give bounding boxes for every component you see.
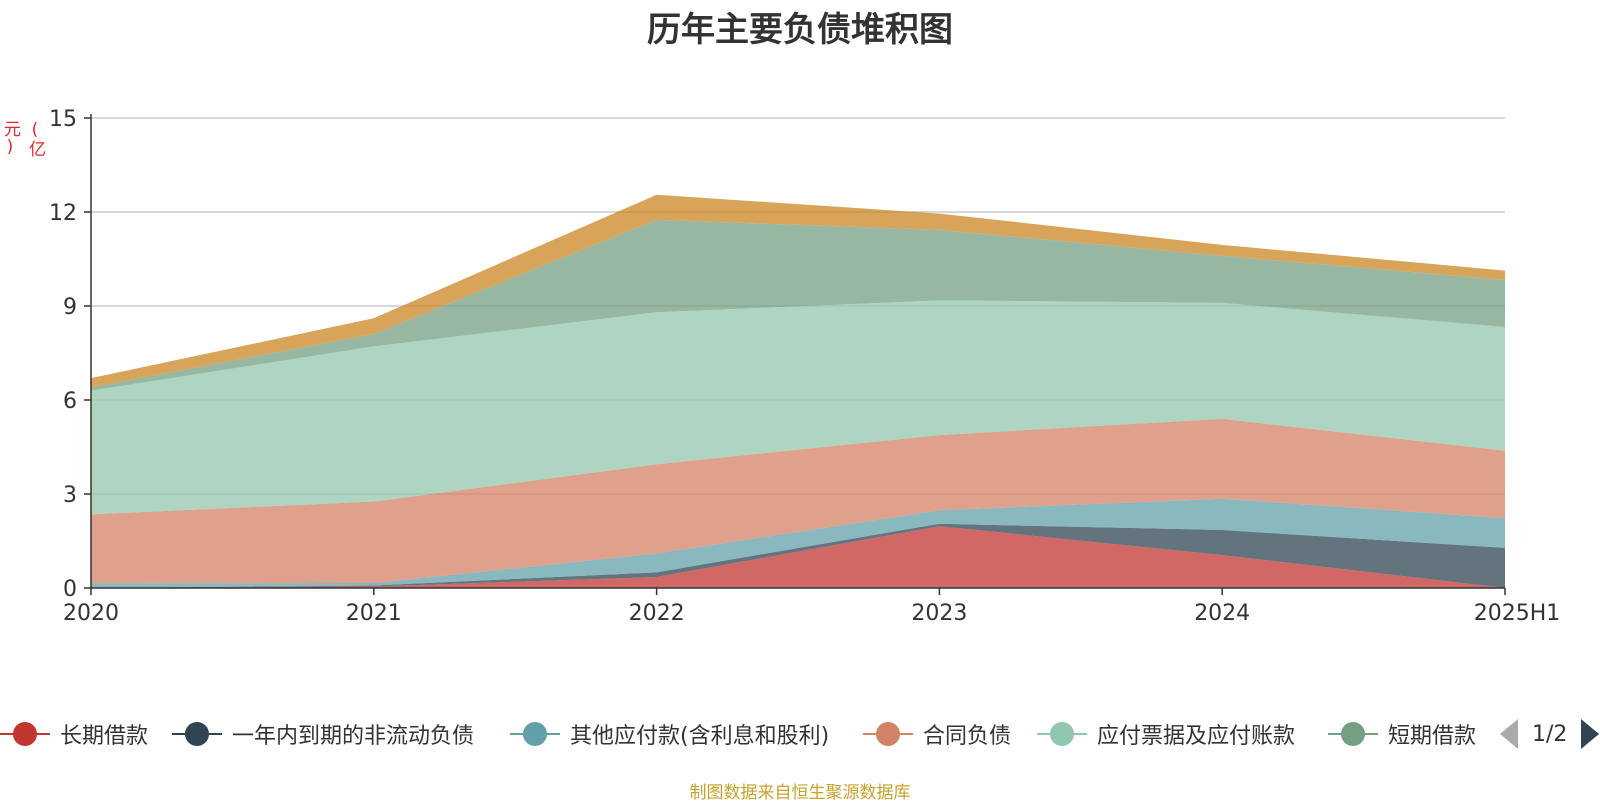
x-tick-label: 2020 [63,601,119,626]
legend-marker-icon [172,721,222,747]
area-series-6 [91,219,1505,391]
legend-prev-icon[interactable] [1500,719,1518,749]
legend-label: 短期借款 [1388,724,1477,749]
legend-label: 应付票据及应付账款 [1097,724,1296,749]
y-axis-unit: (亿元) [0,120,45,157]
data-source-note: 制图数据来自恒生聚源数据库 [689,783,911,803]
area-series-5 [91,300,1505,515]
x-tick-label: 2023 [911,601,967,626]
legend-marker-icon [1037,721,1087,747]
legend-pager: 1/2 [1500,714,1600,754]
legend-marker-icon [510,721,560,747]
legend-item[interactable]: 短期借款 [1328,714,1476,754]
legend-page-indicator: 1/2 [1532,721,1568,747]
legend-item[interactable]: 其他应付款(含利息和股利) [510,714,829,754]
legend-item[interactable]: 一年内到期的非流动负债 [172,714,474,754]
x-tick-label: 2025H1 [1474,601,1561,626]
area-series-2 [91,523,1505,588]
y-tick-label: 15 [49,107,77,132]
y-tick-label: 9 [63,295,77,320]
legend-label: 长期借款 [60,724,149,749]
area-series-4 [91,418,1505,584]
x-tick-label: 2024 [1194,601,1250,626]
area-series-1 [91,526,1505,588]
x-tick-label: 2021 [346,601,402,626]
legend-item[interactable]: 长期借款 [0,714,148,754]
y-tick-label: 6 [63,389,77,414]
legend-item[interactable]: 应付票据及应付账款 [1037,714,1295,754]
legend-marker-icon [0,721,50,747]
legend-label: 合同负债 [923,724,1012,749]
y-tick-label: 12 [49,201,77,226]
legend-item[interactable]: 合同负债 [863,714,1011,754]
legend: 长期借款 一年内到期的非流动负债 其他应付款(含利息和股利) 合同负债 应付票据及应付账… [0,714,1600,754]
x-tick-label: 2022 [629,601,685,626]
legend-marker-icon [863,721,913,747]
legend-items: 长期借款 一年内到期的非流动负债 其他应付款(含利息和股利) 合同负债 应付票据及应付账… [0,714,1488,754]
area-series-3 [91,498,1505,588]
legend-label: 一年内到期的非流动负债 [232,724,475,749]
legend-next-icon[interactable] [1581,719,1600,749]
chart-title: 历年主要负债堆积图 [647,10,953,50]
legend-marker-icon [1328,721,1378,747]
area-series-unlabeled [91,194,1505,388]
y-tick-label: 0 [63,577,77,602]
y-tick-label: 3 [63,483,77,508]
legend-label: 其他应付款(含利息和股利) [570,724,830,749]
